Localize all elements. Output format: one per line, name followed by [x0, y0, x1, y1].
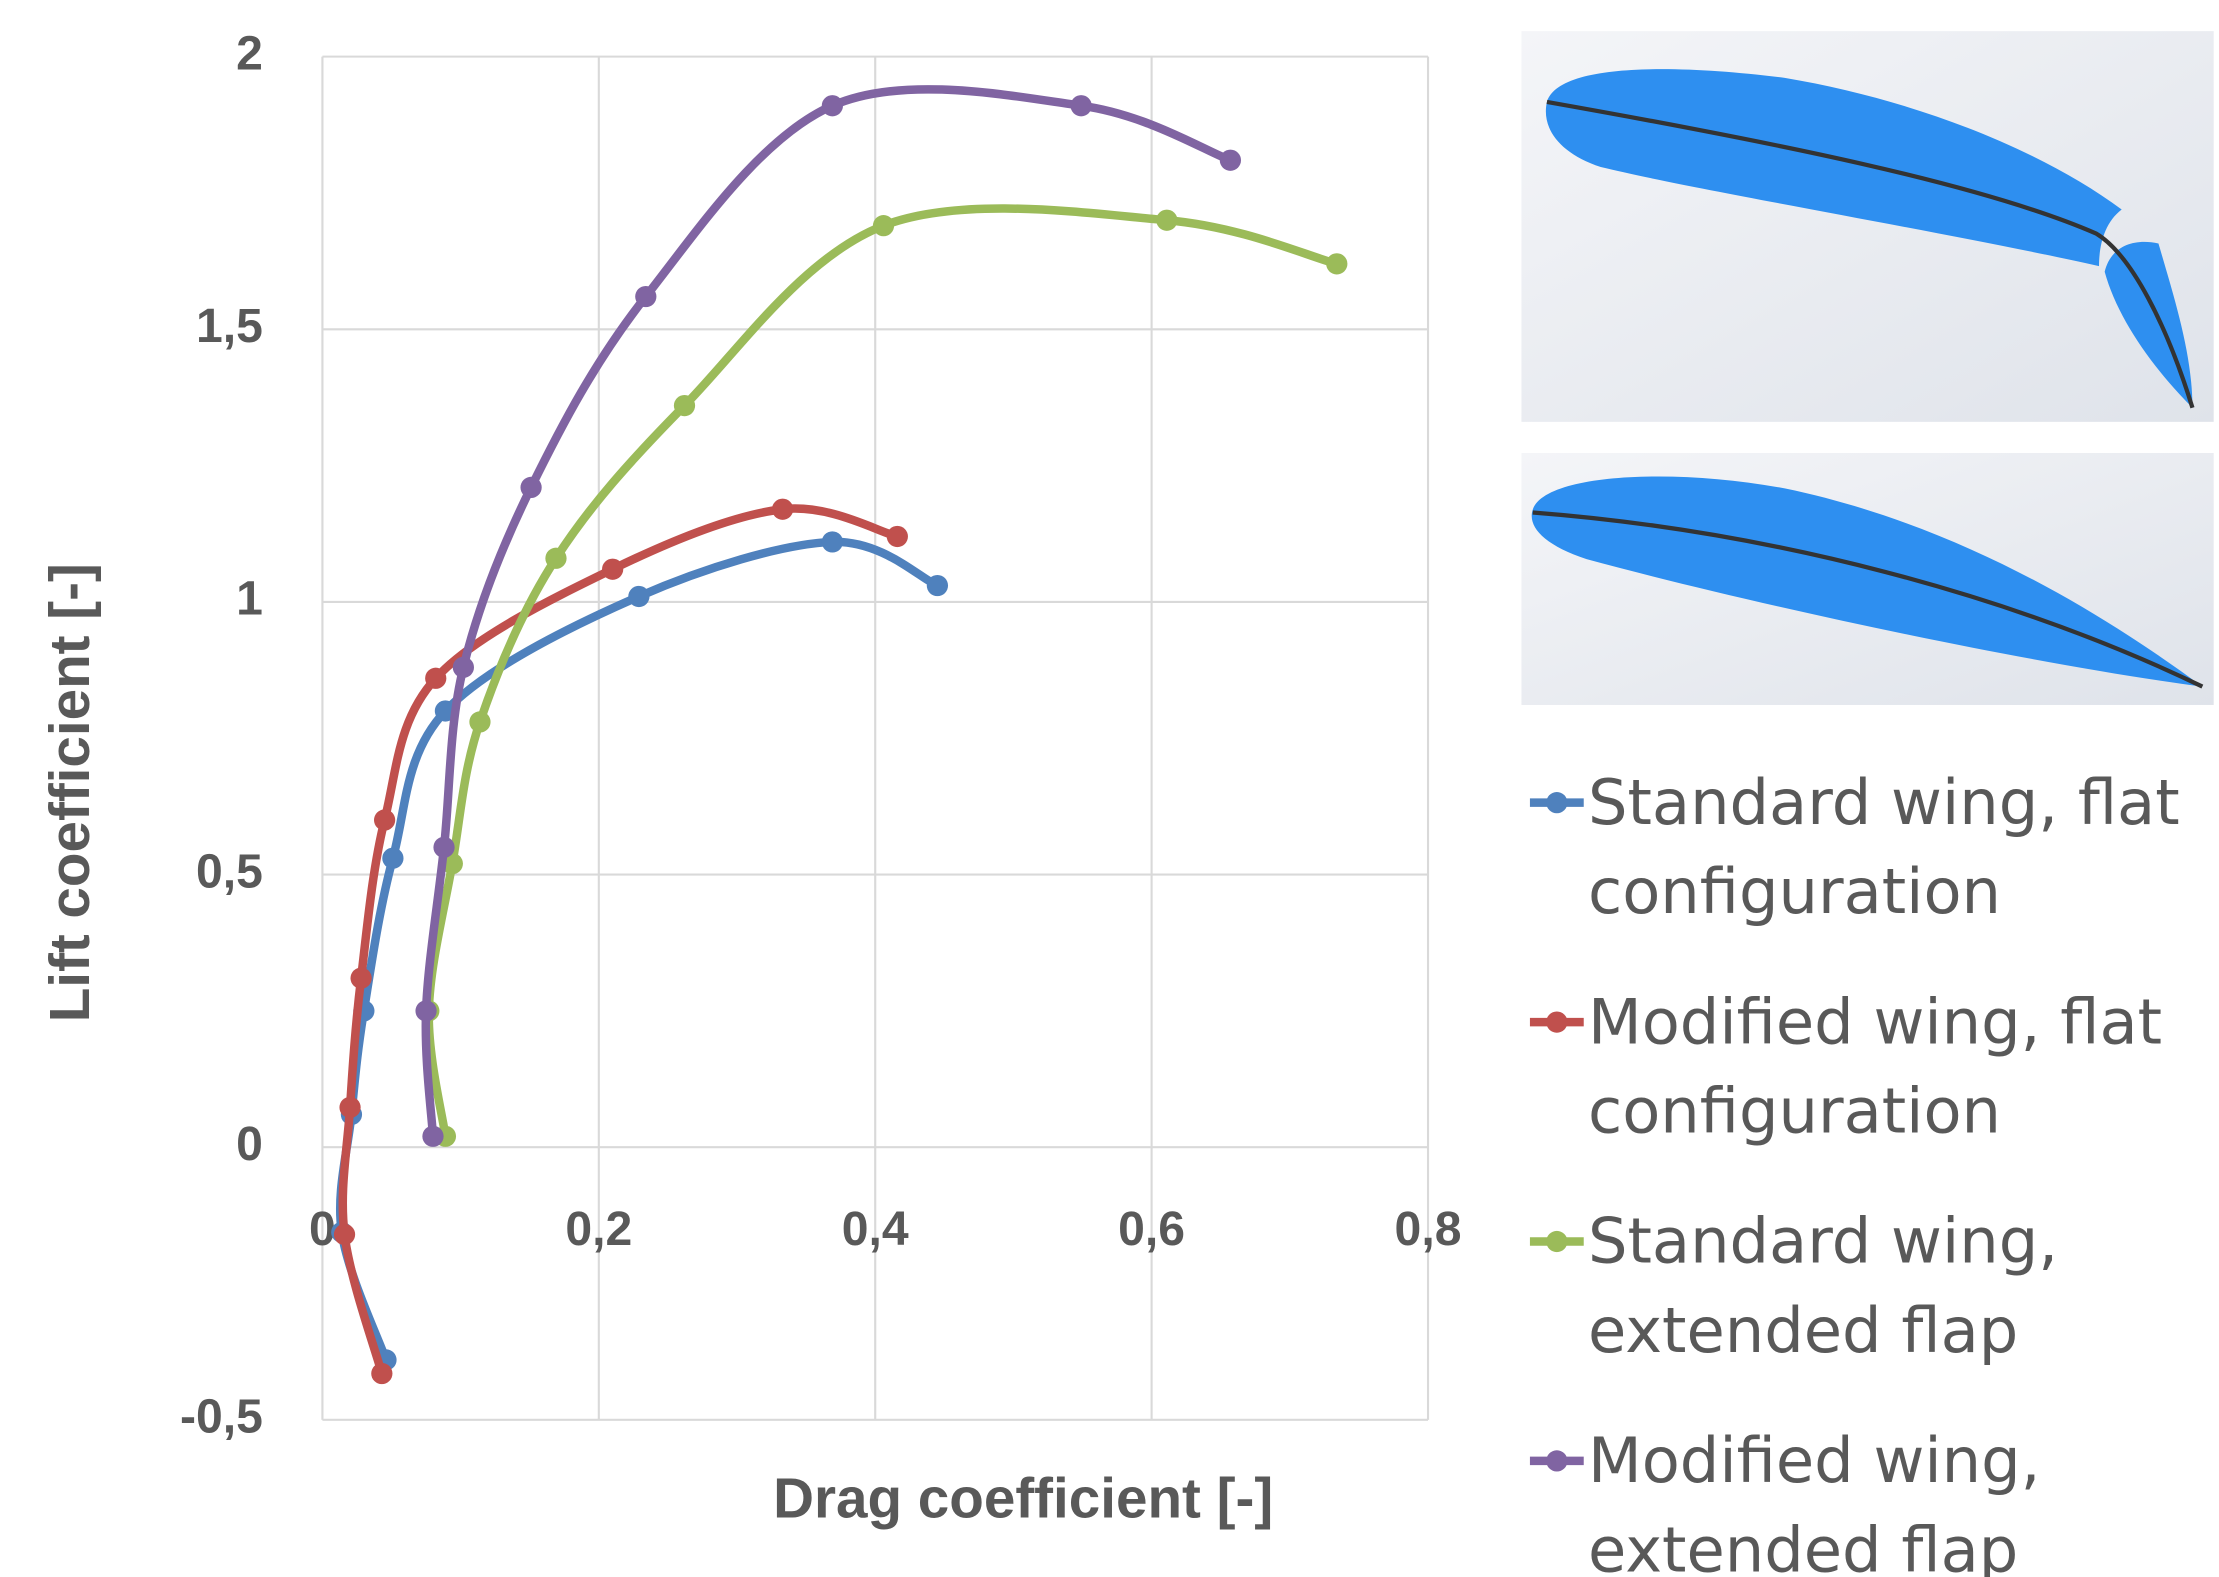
- data-point: [433, 836, 455, 858]
- legend-label: Standard wing, flat configuration: [1588, 766, 2180, 928]
- x-axis-title: Drag coefficient [-]: [773, 1467, 1273, 1530]
- data-point: [602, 558, 624, 580]
- data-point: [628, 585, 650, 608]
- main-wing: [1545, 69, 2122, 267]
- series-line: [421, 85, 1232, 1137]
- data-point: [1156, 209, 1178, 231]
- y-tick-label: 2: [236, 26, 263, 80]
- data-point: [821, 531, 843, 553]
- data-point: [339, 1096, 361, 1119]
- flat-wing: [1531, 476, 2203, 687]
- x-tick-label: 0,4: [842, 1202, 909, 1256]
- data-point: [1326, 253, 1348, 275]
- legend-line: Modified wing,: [1588, 1424, 2041, 1497]
- legend-line: Standard wing,: [1588, 1205, 2058, 1278]
- airfoil-images: [1521, 31, 2214, 705]
- y-axis-title: Lift coefficient [-]: [38, 563, 101, 1022]
- camber-line: [1532, 510, 2204, 689]
- data-point: [886, 525, 908, 548]
- legend-line: extended flap: [1588, 1294, 2018, 1367]
- y-tick-label: 0,5: [196, 844, 263, 898]
- x-tick-label: 0,6: [1118, 1202, 1185, 1256]
- legend-line: extended flap: [1588, 1513, 2018, 1577]
- legend-swatch-marker: [1546, 792, 1568, 814]
- legend-label: Modified wing, extended flap: [1588, 1424, 2041, 1577]
- series-line: [338, 504, 899, 1375]
- data-point: [872, 215, 895, 237]
- data-point: [772, 498, 794, 520]
- legend-line: Modified wing, flat: [1588, 985, 2162, 1058]
- data-point: [635, 285, 657, 308]
- data-point: [520, 476, 542, 499]
- y-tick-label: 1: [236, 572, 263, 626]
- legend-label: Standard wing, extended flap: [1588, 1205, 2058, 1367]
- data-point: [422, 1125, 444, 1147]
- data-point: [452, 656, 474, 678]
- y-tick-label: 0: [236, 1117, 263, 1171]
- data-point: [373, 809, 396, 831]
- y-tick-label: 1,5: [196, 299, 263, 353]
- legend-line: configuration: [1588, 1074, 2001, 1147]
- data-point: [425, 667, 447, 689]
- series-line: [424, 204, 1338, 1137]
- data-point: [333, 1223, 356, 1246]
- data-point: [415, 1000, 437, 1022]
- flap: [2104, 241, 2193, 408]
- data-point: [350, 967, 372, 989]
- legend-swatch-marker: [1546, 1450, 1568, 1472]
- data-point: [382, 847, 404, 869]
- x-tick-label: 0,8: [1395, 1202, 1462, 1256]
- legend-swatch-marker: [1546, 1011, 1568, 1033]
- data-point: [821, 95, 843, 117]
- data-point: [545, 547, 567, 569]
- legend-swatch-marker: [1546, 1230, 1568, 1253]
- camber-line: [1546, 99, 2195, 409]
- data-point: [1070, 95, 1092, 117]
- legend-line: configuration: [1588, 855, 2001, 928]
- x-tick-label: 0,2: [565, 1202, 632, 1256]
- data-point: [1219, 149, 1242, 171]
- data-point: [469, 711, 491, 733]
- y-tick-label: -0,5: [180, 1390, 263, 1444]
- legend-line: Standard wing, flat: [1588, 766, 2180, 839]
- data-point: [673, 394, 696, 417]
- data-point: [371, 1362, 393, 1385]
- legend-label: Modified wing, flat configuration: [1588, 985, 2162, 1147]
- x-tick-label: 0: [309, 1202, 336, 1256]
- data-point: [926, 574, 949, 597]
